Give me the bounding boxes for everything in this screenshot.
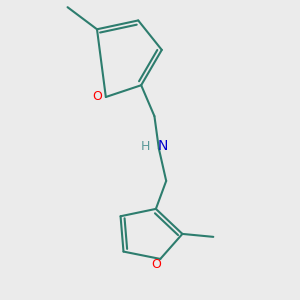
Text: H: H [141,140,150,153]
Text: O: O [93,91,103,103]
Text: N: N [158,139,168,153]
Text: O: O [151,258,161,271]
